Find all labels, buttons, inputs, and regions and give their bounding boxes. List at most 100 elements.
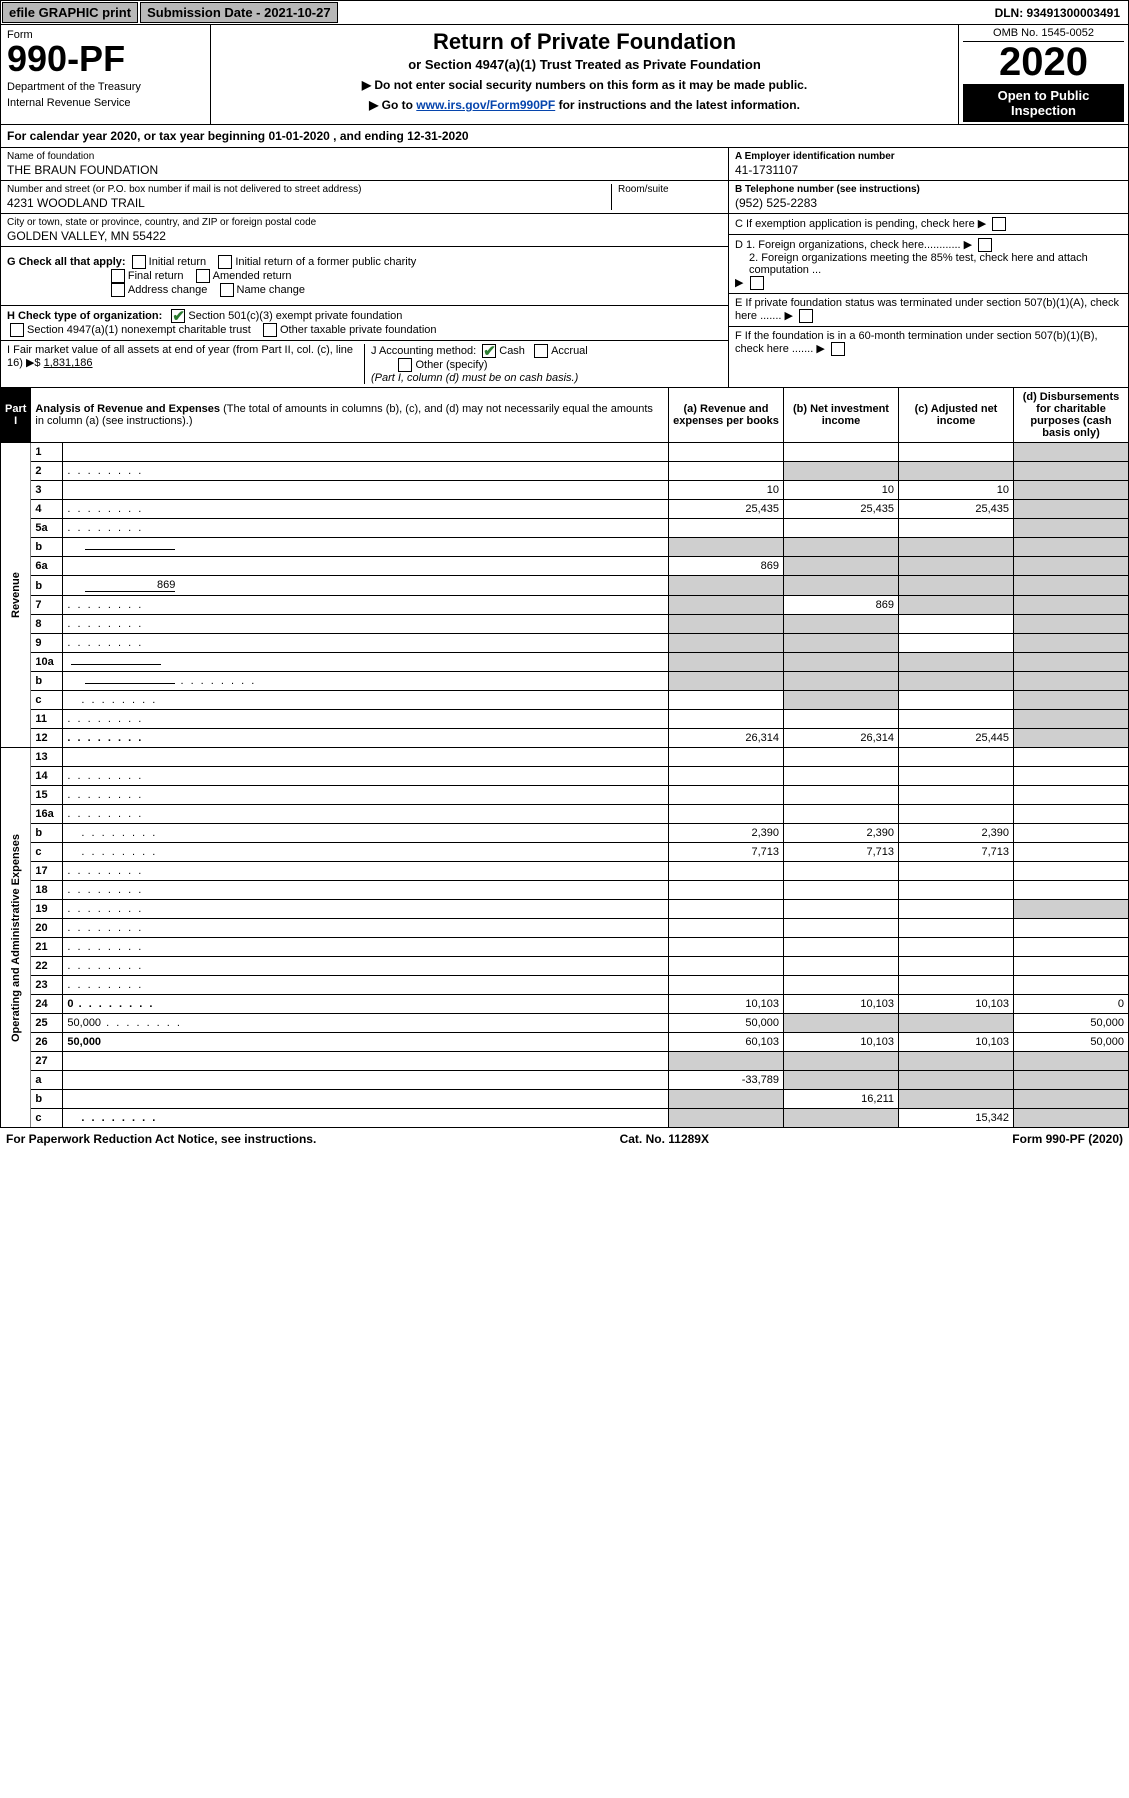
cell-b — [784, 767, 899, 786]
table-row: 23 — [1, 976, 1129, 995]
line-number: 18 — [31, 881, 63, 900]
cell-b: 10,103 — [784, 1033, 899, 1052]
arrow-icon — [964, 238, 972, 251]
final-return-checkbox[interactable] — [111, 269, 125, 283]
cell-d — [1014, 919, 1129, 938]
city-cell: City or town, state or province, country… — [1, 214, 728, 247]
cell-b — [784, 938, 899, 957]
d2-label: 2. Foreign organizations meeting the 85%… — [735, 252, 1122, 276]
cell-a: 7,713 — [669, 843, 784, 862]
line-description: 0 — [63, 995, 669, 1014]
cash-checkbox[interactable] — [482, 344, 496, 358]
cell-b — [784, 919, 899, 938]
line-description — [63, 710, 669, 729]
cell-b — [784, 653, 899, 672]
cell-c — [899, 805, 1014, 824]
501c3-checkbox[interactable] — [171, 309, 185, 323]
line-description — [63, 1052, 669, 1071]
c-checkbox[interactable] — [992, 217, 1006, 231]
cell-d — [1014, 824, 1129, 843]
cell-b — [784, 1052, 899, 1071]
cell-b — [784, 672, 899, 691]
table-row: 19 — [1, 900, 1129, 919]
amended-checkbox[interactable] — [196, 269, 210, 283]
line-number: 9 — [31, 634, 63, 653]
info-grid: Name of foundation THE BRAUN FOUNDATION … — [0, 148, 1129, 387]
cell-a: 25,435 — [669, 500, 784, 519]
col-a: (a) Revenue and expenses per books — [669, 388, 784, 443]
line-description — [63, 596, 669, 615]
line-number: b — [31, 538, 63, 557]
table-row: 21 — [1, 938, 1129, 957]
cell-d — [1014, 538, 1129, 557]
line-number: 25 — [31, 1014, 63, 1033]
line-description — [63, 500, 669, 519]
cell-d — [1014, 672, 1129, 691]
cell-a — [669, 596, 784, 615]
c-label: C If exemption application is pending, c… — [735, 218, 975, 230]
part1-desc: Analysis of Revenue and Expenses (The to… — [31, 388, 669, 443]
initial-return-checkbox[interactable] — [132, 255, 146, 269]
cell-b — [784, 957, 899, 976]
line-number: b — [31, 1090, 63, 1109]
d1-checkbox[interactable] — [978, 238, 992, 252]
h-opt1: Section 501(c)(3) exempt private foundat… — [188, 310, 402, 322]
cell-b — [784, 615, 899, 634]
address: 4231 WOODLAND TRAIL — [7, 196, 605, 210]
title: Return of Private Foundation — [221, 29, 948, 55]
cell-b — [784, 576, 899, 596]
cell-d — [1014, 576, 1129, 596]
cell-c — [899, 576, 1014, 596]
cell-a — [669, 976, 784, 995]
cell-b: 25,435 — [784, 500, 899, 519]
d2-checkbox[interactable] — [750, 276, 764, 290]
line-description — [63, 481, 669, 500]
cell-b — [784, 862, 899, 881]
table-row: 7869 — [1, 596, 1129, 615]
tax-year: 2020 — [963, 42, 1124, 82]
city-label: City or town, state or province, country… — [7, 217, 722, 228]
table-row: 6a869 — [1, 557, 1129, 576]
cell-b — [784, 1109, 899, 1128]
i-val: 1,831,186 — [44, 357, 93, 369]
efile-btn[interactable]: efile GRAPHIC print — [2, 2, 138, 23]
cell-d — [1014, 767, 1129, 786]
line-description — [63, 805, 669, 824]
e-cell: E If private foundation status was termi… — [729, 294, 1128, 327]
4947-checkbox[interactable] — [10, 323, 24, 337]
f-checkbox[interactable] — [831, 342, 845, 356]
other-spec-checkbox[interactable] — [398, 358, 412, 372]
e-label: E If private foundation status was termi… — [735, 297, 1119, 322]
address-change-checkbox[interactable] — [111, 283, 125, 297]
cell-d — [1014, 1071, 1129, 1090]
table-row: 3101010 — [1, 481, 1129, 500]
col-c: (c) Adjusted net income — [899, 388, 1014, 443]
other-taxable-checkbox[interactable] — [263, 323, 277, 337]
cell-c — [899, 653, 1014, 672]
e-checkbox[interactable] — [799, 309, 813, 323]
cell-d — [1014, 843, 1129, 862]
cell-b: 7,713 — [784, 843, 899, 862]
cell-a — [669, 691, 784, 710]
cell-c: 25,445 — [899, 729, 1014, 748]
cell-c — [899, 634, 1014, 653]
table-row: 15 — [1, 786, 1129, 805]
accrual-checkbox[interactable] — [534, 344, 548, 358]
footer-left: For Paperwork Reduction Act Notice, see … — [6, 1132, 316, 1146]
j-other: Other (specify) — [415, 359, 487, 371]
name-change-checkbox[interactable] — [220, 283, 234, 297]
irs-link[interactable]: www.irs.gov/Form990PF — [416, 98, 555, 112]
submission-btn[interactable]: Submission Date - 2021-10-27 — [140, 2, 338, 23]
line-description — [63, 767, 669, 786]
cell-a — [669, 862, 784, 881]
col-b: (b) Net investment income — [784, 388, 899, 443]
initial-former-checkbox[interactable] — [218, 255, 232, 269]
cell-c — [899, 938, 1014, 957]
line-number: 20 — [31, 919, 63, 938]
cell-a: 50,000 — [669, 1014, 784, 1033]
table-row: c15,342 — [1, 1109, 1129, 1128]
cell-c — [899, 976, 1014, 995]
line-description — [63, 1090, 669, 1109]
line-number: 5a — [31, 519, 63, 538]
cell-c — [899, 443, 1014, 462]
